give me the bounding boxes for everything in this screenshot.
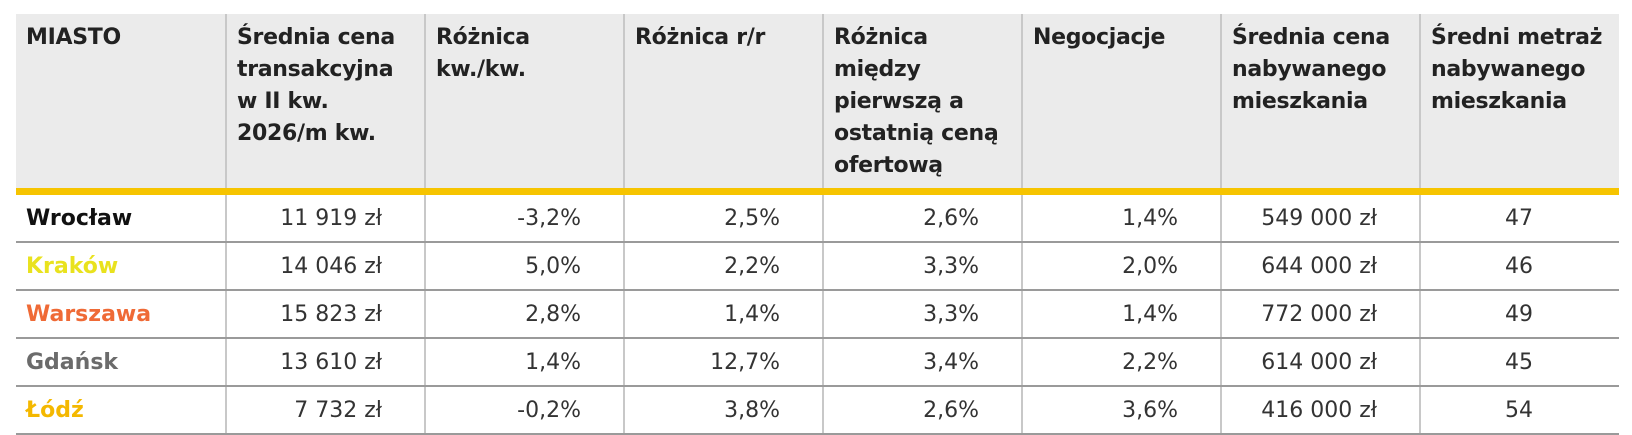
table-row: Wrocław 11 919 zł -3,2% 2,5% 2,6% 1,4% 549 000… xyxy=(16,191,1619,243)
value-cell: 7 732 zł xyxy=(225,386,425,435)
value-cell: 2,2% xyxy=(1021,338,1221,387)
price-table: MIASTO Średnia cena transakcyjna w II kw.… xyxy=(16,14,1619,435)
value-cell: 15 823 zł xyxy=(225,290,425,339)
value-cell: 1,4% xyxy=(424,338,624,387)
table-row: Kraków 14 046 zł 5,0% 2,2% 3,3% 2,0% 644 000 z… xyxy=(16,242,1619,291)
header-row: MIASTO Średnia cena transakcyjna w II kw.… xyxy=(16,14,1619,195)
value-cell: 2,5% xyxy=(623,191,823,243)
value-cell: 3,6% xyxy=(1021,386,1221,435)
value-cell: 54 xyxy=(1419,386,1619,435)
header-cell: Średnia cena transakcyjna w II kw. 2026/… xyxy=(225,14,425,195)
city-cell: Warszawa xyxy=(16,290,226,339)
value-cell: -3,2% xyxy=(424,191,624,243)
value-cell: -0,2% xyxy=(424,386,624,435)
city-cell: Wrocław xyxy=(16,191,226,243)
value-cell: 1,4% xyxy=(1021,191,1221,243)
value-cell: 13 610 zł xyxy=(225,338,425,387)
header-cell: Różnica kw./kw. xyxy=(424,14,624,195)
value-cell: 3,8% xyxy=(623,386,823,435)
table-row: Warszawa 15 823 zł 2,8% 1,4% 3,3% 1,4% 772 000… xyxy=(16,290,1619,339)
value-cell: 416 000 zł xyxy=(1220,386,1420,435)
header-cell: MIASTO xyxy=(16,14,226,195)
city-cell: Gdańsk xyxy=(16,338,226,387)
value-cell: 11 919 zł xyxy=(225,191,425,243)
city-cell: Łódź xyxy=(16,386,226,435)
value-cell: 14 046 zł xyxy=(225,242,425,291)
city-cell: Kraków xyxy=(16,242,226,291)
table-body: Wrocław 11 919 zł -3,2% 2,5% 2,6% 1,4% 549 000… xyxy=(16,191,1619,435)
header-cell: Różnica r/r xyxy=(623,14,823,195)
value-cell: 2,6% xyxy=(822,386,1022,435)
value-cell: 2,2% xyxy=(623,242,823,291)
value-cell: 2,6% xyxy=(822,191,1022,243)
value-cell: 614 000 zł xyxy=(1220,338,1420,387)
header-cell: Różnica między pierwszą a ostatnią ceną … xyxy=(822,14,1022,195)
table-row: Gdańsk 13 610 zł 1,4% 12,7% 3,4% 2,2% 614 000 … xyxy=(16,338,1619,387)
value-cell: 3,3% xyxy=(822,242,1022,291)
value-cell: 45 xyxy=(1419,338,1619,387)
header-cell: Średnia cena nabywanego mieszkania xyxy=(1220,14,1420,195)
value-cell: 47 xyxy=(1419,191,1619,243)
table-header: MIASTO Średnia cena transakcyjna w II kw.… xyxy=(16,14,1619,195)
value-cell: 1,4% xyxy=(1021,290,1221,339)
value-cell: 2,0% xyxy=(1021,242,1221,291)
value-cell: 3,4% xyxy=(822,338,1022,387)
value-cell: 1,4% xyxy=(623,290,823,339)
value-cell: 5,0% xyxy=(424,242,624,291)
header-cell: Średni metraż nabywanego mieszkania xyxy=(1419,14,1619,195)
value-cell: 46 xyxy=(1419,242,1619,291)
header-cell: Negocjacje xyxy=(1021,14,1221,195)
value-cell: 2,8% xyxy=(424,290,624,339)
value-cell: 49 xyxy=(1419,290,1619,339)
table-wrapper: MIASTO Średnia cena transakcyjna w II kw.… xyxy=(16,14,1619,435)
value-cell: 644 000 zł xyxy=(1220,242,1420,291)
value-cell: 549 000 zł xyxy=(1220,191,1420,243)
value-cell: 12,7% xyxy=(623,338,823,387)
value-cell: 3,3% xyxy=(822,290,1022,339)
value-cell: 772 000 zł xyxy=(1220,290,1420,339)
table-row: Łódź 7 732 zł -0,2% 3,8% 2,6% 3,6% 416 000 zł 5… xyxy=(16,386,1619,435)
